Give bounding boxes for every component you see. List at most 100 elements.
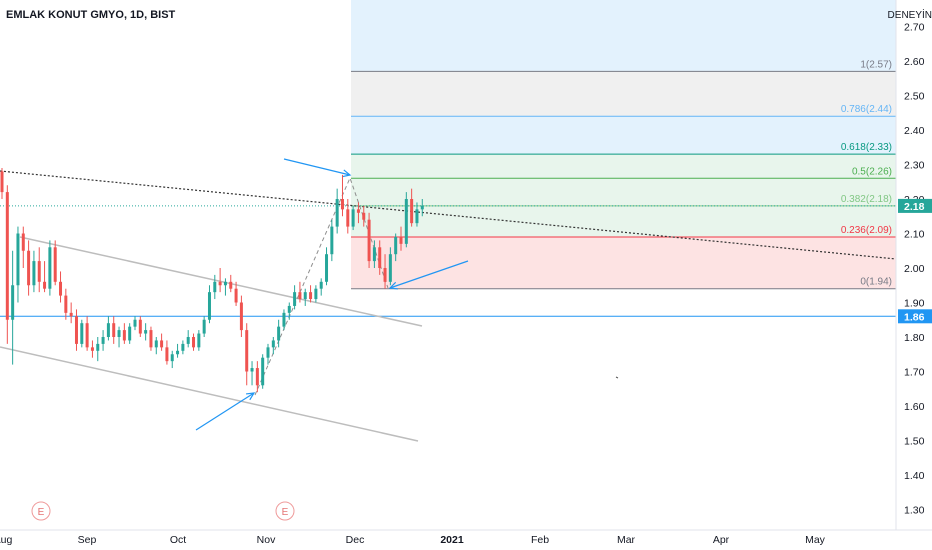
candle[interactable] bbox=[96, 337, 100, 362]
candle[interactable] bbox=[0, 167, 4, 199]
arrow[interactable] bbox=[283, 158, 352, 178]
candle[interactable] bbox=[48, 240, 52, 296]
candle[interactable] bbox=[410, 188, 414, 227]
candle[interactable] bbox=[37, 247, 41, 293]
candle[interactable] bbox=[43, 261, 47, 293]
candle[interactable] bbox=[287, 302, 291, 320]
candle[interactable] bbox=[197, 330, 201, 351]
candle[interactable] bbox=[367, 212, 371, 268]
price-axis[interactable]: 2.702.602.502.402.302.202.102.001.901.80… bbox=[895, 0, 932, 550]
candle[interactable] bbox=[420, 199, 424, 217]
earnings-marker[interactable]: E bbox=[31, 501, 51, 521]
time-tick-label: Apr bbox=[713, 534, 730, 546]
candle[interactable] bbox=[362, 205, 366, 227]
candle[interactable] bbox=[16, 226, 20, 303]
candle[interactable] bbox=[356, 202, 360, 224]
candle[interactable] bbox=[277, 319, 281, 348]
candle[interactable] bbox=[298, 281, 302, 303]
candle[interactable] bbox=[293, 285, 297, 310]
candle[interactable] bbox=[128, 323, 132, 344]
candle[interactable] bbox=[404, 192, 408, 248]
candle[interactable] bbox=[32, 250, 36, 293]
time-axis[interactable]: Aug Sep Oct Nov Dec 2021 Feb Mar Apr May bbox=[0, 529, 932, 550]
candle[interactable] bbox=[229, 274, 233, 293]
candle[interactable] bbox=[106, 316, 110, 341]
candle[interactable] bbox=[245, 323, 249, 386]
candle[interactable] bbox=[69, 302, 73, 324]
candle[interactable] bbox=[378, 240, 382, 275]
candle[interactable] bbox=[340, 174, 344, 217]
channel-upper-line[interactable] bbox=[19, 236, 423, 327]
candle[interactable] bbox=[234, 281, 238, 306]
candle[interactable] bbox=[170, 350, 174, 369]
candle[interactable] bbox=[176, 343, 180, 358]
candle[interactable] bbox=[218, 268, 222, 293]
candle[interactable] bbox=[117, 326, 121, 348]
candle[interactable] bbox=[133, 316, 137, 331]
candle[interactable] bbox=[388, 247, 392, 286]
candle[interactable] bbox=[261, 354, 265, 389]
candle[interactable] bbox=[255, 361, 259, 393]
candle[interactable] bbox=[53, 240, 57, 286]
candle[interactable] bbox=[330, 219, 334, 262]
candle[interactable] bbox=[21, 226, 25, 268]
arrow[interactable] bbox=[195, 392, 256, 431]
candle[interactable] bbox=[192, 333, 196, 351]
candle-body bbox=[394, 236, 398, 255]
candle[interactable] bbox=[202, 316, 206, 337]
candle[interactable] bbox=[282, 309, 286, 331]
candle[interactable] bbox=[59, 271, 63, 303]
candle[interactable] bbox=[372, 240, 376, 268]
arrow[interactable] bbox=[388, 260, 469, 290]
candle[interactable] bbox=[5, 185, 9, 344]
earnings-marker[interactable]: E bbox=[275, 501, 295, 521]
candle[interactable] bbox=[239, 295, 243, 337]
candle[interactable] bbox=[314, 285, 318, 303]
candle[interactable] bbox=[101, 330, 105, 351]
candle[interactable] bbox=[154, 337, 158, 355]
candle[interactable] bbox=[74, 309, 78, 351]
candle[interactable] bbox=[351, 205, 355, 231]
candle[interactable] bbox=[394, 233, 398, 262]
candle[interactable] bbox=[90, 340, 94, 358]
candle[interactable] bbox=[27, 240, 31, 296]
candle-body bbox=[303, 292, 307, 300]
candle[interactable] bbox=[213, 274, 217, 300]
candle[interactable] bbox=[383, 254, 387, 289]
candle[interactable] bbox=[319, 278, 323, 296]
candle[interactable] bbox=[223, 278, 227, 296]
candle[interactable] bbox=[160, 333, 164, 351]
candle[interactable] bbox=[309, 285, 313, 303]
candle[interactable] bbox=[64, 288, 68, 320]
candle[interactable] bbox=[85, 316, 89, 351]
candle[interactable] bbox=[11, 250, 15, 365]
candle[interactable] bbox=[186, 330, 190, 348]
fib-zones bbox=[351, 0, 896, 289]
candle[interactable] bbox=[138, 316, 142, 337]
time-tick-label: Sep bbox=[78, 534, 97, 546]
candle[interactable] bbox=[207, 285, 211, 324]
candle[interactable] bbox=[250, 361, 254, 386]
candle[interactable] bbox=[325, 247, 329, 286]
candle[interactable] bbox=[80, 319, 84, 348]
price-badge-label: 2.18 bbox=[904, 201, 925, 213]
channel-lower-line[interactable] bbox=[0, 346, 419, 442]
candle-body bbox=[234, 288, 238, 303]
candle[interactable] bbox=[122, 323, 126, 344]
candle[interactable] bbox=[165, 340, 169, 365]
candle[interactable] bbox=[266, 343, 270, 365]
candle-body bbox=[229, 281, 233, 289]
fib-label: 0.382(2.18) bbox=[841, 194, 892, 205]
candle[interactable] bbox=[181, 340, 185, 355]
candle[interactable] bbox=[399, 226, 403, 251]
candle[interactable] bbox=[335, 188, 339, 234]
candle-body bbox=[176, 350, 180, 355]
candle[interactable] bbox=[112, 316, 116, 344]
candle[interactable] bbox=[144, 323, 148, 341]
candle[interactable] bbox=[303, 288, 307, 306]
candle[interactable] bbox=[271, 337, 275, 355]
candle[interactable] bbox=[415, 202, 419, 227]
candle[interactable] bbox=[346, 199, 350, 234]
candle[interactable] bbox=[149, 326, 153, 351]
